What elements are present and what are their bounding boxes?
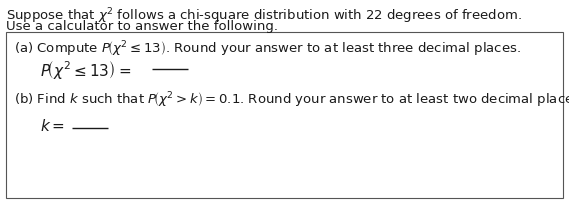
Text: Use a calculator to answer the following.: Use a calculator to answer the following…: [6, 20, 278, 33]
Text: $P\!\left(\chi^2 \leq 13\right) =$: $P\!\left(\chi^2 \leq 13\right) =$: [40, 59, 131, 81]
Bar: [6, 33, 563, 198]
Text: (a) Compute $P\!\left(\chi^2 \leq 13\right)$. Round your answer to at least thre: (a) Compute $P\!\left(\chi^2 \leq 13\rig…: [14, 39, 521, 58]
Text: (b) Find $k$ such that $P\!\left(\chi^2 > k\right) = 0.1$. Round your answer to : (b) Find $k$ such that $P\!\left(\chi^2 …: [14, 89, 569, 109]
Text: Suppose that $\chi^2$ follows a chi-square distribution with 22 degrees of freed: Suppose that $\chi^2$ follows a chi-squa…: [6, 6, 522, 25]
Text: $k =$: $k =$: [40, 117, 65, 133]
